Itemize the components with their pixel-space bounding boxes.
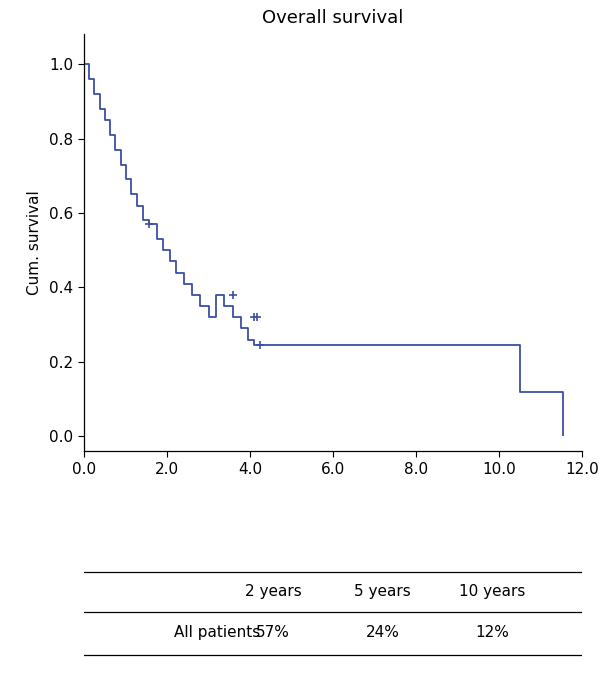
- Text: 12%: 12%: [475, 625, 509, 640]
- Text: 2 years: 2 years: [245, 584, 302, 600]
- Text: All patients: All patients: [173, 625, 260, 640]
- Text: 10 years: 10 years: [459, 584, 526, 600]
- Y-axis label: Cum. survival: Cum. survival: [28, 191, 43, 295]
- Title: Overall survival: Overall survival: [262, 9, 404, 27]
- Text: 24%: 24%: [366, 625, 400, 640]
- Text: 5 years: 5 years: [355, 584, 411, 600]
- Text: 57%: 57%: [256, 625, 290, 640]
